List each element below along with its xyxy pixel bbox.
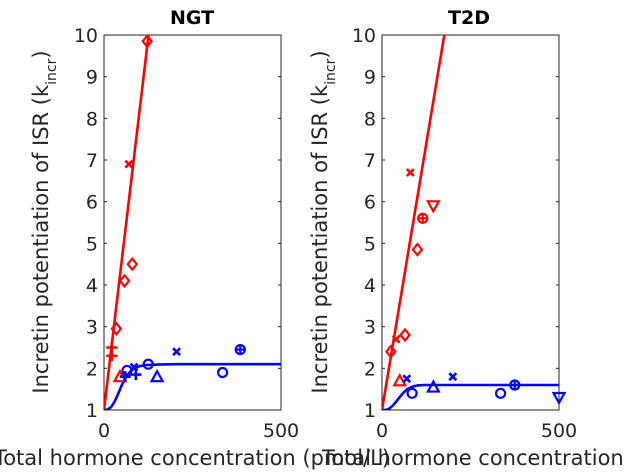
y-tick-label: 2: [86, 358, 98, 380]
fit-line-series-0: [382, 35, 446, 410]
marker-plus: [417, 212, 429, 224]
y-tick-label: 4: [86, 275, 98, 297]
y-tick-label: 6: [364, 192, 376, 214]
y-tick-label: 10: [74, 25, 98, 47]
data-point-circle-plus-0-6: [417, 212, 429, 224]
y-tick-label: 1: [364, 400, 376, 422]
y-tick-label: 9: [364, 67, 376, 89]
x-axis-label: Total hormone concentration (pmol/L): [0, 446, 390, 470]
data-point-diamond-0-6: [126, 256, 139, 272]
subplot-title: NGT: [170, 7, 214, 29]
plot-area: [382, 35, 559, 410]
data-point-x-1-6: [172, 347, 181, 357]
fit-line-series-1: [382, 383, 559, 410]
y-tick-label: 8: [364, 108, 376, 130]
y-tick-label: 5: [86, 233, 98, 255]
data-point-diamond-0-0: [384, 344, 397, 359]
y-tick-label: 2: [364, 358, 376, 380]
data-point-x-0-4: [405, 168, 415, 177]
marker-plus: [509, 379, 521, 391]
data-point-x-0-5: [124, 159, 134, 169]
y-tick-label: 6: [86, 192, 98, 214]
data-point-x-1-3: [448, 372, 458, 382]
y-tick-label: 5: [364, 233, 376, 255]
subplot-t2d: 1 2 3 4 5 6 7 8 9 10 0 500 T2D Incretin potentiation …: [308, 7, 630, 470]
y-axis-label: Incretin potentiation of ISR (kincr): [308, 50, 339, 393]
subplot-title: T2D: [448, 7, 490, 29]
y-tick-label: 9: [86, 67, 98, 89]
data-point-triangle-1-2: [425, 379, 441, 393]
y-tick-label: 3: [364, 317, 376, 339]
data-point-circle-plus-1-5: [509, 379, 521, 391]
y-axis-label: Incretin potentiation of ISR (kincr): [29, 50, 60, 393]
data-point-plus-1-0: [119, 371, 131, 383]
data-point-triangle-down-1-6: [551, 391, 567, 406]
data-point-triangle-0-2: [392, 373, 408, 387]
data-point-diamond-0-2: [110, 321, 123, 336]
data-point-triangle-down-0-7: [425, 200, 441, 214]
y-tick-label: 3: [86, 317, 98, 339]
data-point-circle-1-4: [142, 358, 154, 370]
data-point-diamond-0-4: [118, 273, 131, 289]
y-tick-label: 7: [364, 150, 376, 172]
data-point-diamond-0-3: [399, 327, 411, 343]
axes-box: [381, 34, 560, 411]
data-point-x-1-0: [402, 374, 412, 384]
y-tick-label: 7: [86, 150, 98, 172]
y-tick-label: 4: [364, 275, 376, 297]
y-tick-label: 8: [86, 108, 98, 130]
data-point-circle-1-4: [494, 387, 507, 399]
data-point-diamond-0-7: [141, 34, 154, 49]
data-point-circle-1-7: [216, 366, 229, 379]
x-tick-label: 0: [98, 420, 110, 442]
x-axis-label: Total hormone concentration (pmol/L): [321, 446, 630, 470]
x-tick-label: 0: [376, 420, 388, 442]
data-point-diamond-0-5: [411, 242, 424, 257]
data-point-x-0-1: [391, 334, 401, 344]
data-point-plus-0-1: [106, 350, 118, 362]
data-point-circle-1-1: [406, 387, 418, 399]
marker-plus: [234, 344, 246, 356]
data-point-circle-plus-1-8: [234, 343, 246, 356]
y-tick-label: 1: [86, 400, 98, 422]
x-tick-label: 500: [263, 420, 299, 442]
data-point-triangle-1-5: [149, 368, 165, 383]
x-tick-label: 500: [541, 420, 577, 442]
y-tick-label: 10: [352, 25, 376, 47]
data-point-plus-1-3: [130, 369, 142, 381]
axes-box: [103, 34, 282, 411]
